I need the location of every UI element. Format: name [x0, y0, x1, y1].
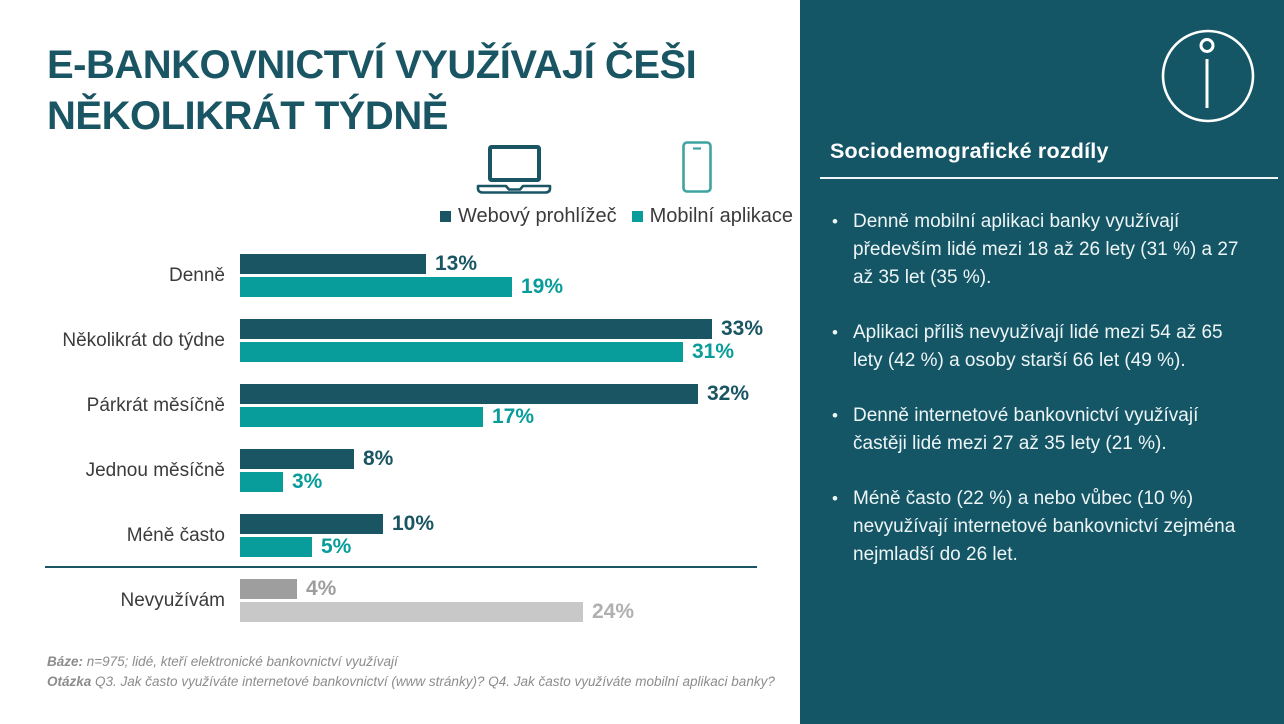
laptop-icon: [476, 145, 552, 200]
page-title: E-BANKOVNICTVÍ VYUŽÍVAJÍ ČEŠI NĚKOLIKRÁT…: [47, 43, 697, 138]
footnote-question-label: Otázka: [47, 674, 92, 689]
category-label: Denně: [169, 264, 225, 286]
bullet-marker: •: [832, 323, 838, 342]
bar-chart: Denně 13% 19% Několikrát do týdne 33% 31% Párk…: [45, 252, 764, 623]
category-label: Párkrát měsíčně: [86, 394, 225, 416]
bullet-text: Denně mobilní aplikaci banky využívají p…: [853, 211, 1239, 288]
sidebar-bullet-item: • Aplikaci příliš nevyužívají lidé mezi 5…: [830, 319, 1246, 375]
info-circle-logo-icon: [1160, 28, 1256, 129]
footnote-question-line: Otázka Q3. Jak často využíváte interneto…: [47, 672, 787, 692]
bar-mobile: [240, 472, 283, 492]
bar-mobile: [240, 602, 583, 622]
bullet-marker: •: [832, 212, 838, 231]
bar-web: [240, 514, 383, 534]
category-label: Nevyužívám: [120, 589, 225, 611]
bullet-marker: •: [832, 406, 838, 425]
category-label: Méně často: [126, 524, 225, 546]
bar-value-label: 8%: [363, 447, 394, 470]
sidebar-bullet-item: • Denně internetové bankovnictví využívaj…: [830, 402, 1246, 458]
sidebar-heading: Sociodemografické rozdíly: [830, 139, 1109, 163]
bar-value-label: 32%: [707, 382, 750, 405]
bar-value-label: 13%: [435, 252, 478, 275]
bar-mobile: [240, 537, 312, 557]
chart-divider-line: [45, 566, 757, 568]
sidebar-bullet-list: • Denně mobilní aplikaci banky využívají …: [830, 208, 1246, 596]
bar-web: [240, 384, 698, 404]
legend-label-web: Webový prohlížeč: [458, 205, 617, 227]
bar-value-label: 33%: [721, 317, 764, 340]
footnote-base-label: Báze:: [47, 654, 84, 669]
bar-value-label: 24%: [592, 600, 635, 623]
category-label: Několikrát do týdne: [62, 329, 225, 351]
bullet-marker: •: [832, 489, 838, 508]
bar-mobile: [240, 407, 483, 427]
bar-web: [240, 319, 712, 339]
bullet-text: Aplikaci příliš nevyužívají lidé mezi 54…: [853, 322, 1223, 371]
sidebar-panel: Sociodemografické rozdíly • Denně mobilní…: [800, 0, 1284, 724]
footnote-base-line: Báze: n=975; lidé, kteří elektronické ba…: [47, 652, 787, 672]
legend-item-web: Webový prohlížeč: [440, 205, 617, 228]
sidebar-divider-line: [820, 177, 1278, 179]
legend-swatch-web: [440, 211, 451, 222]
bar-web: [240, 254, 426, 274]
bar-value-label: 10%: [392, 512, 435, 535]
bar-web: [240, 449, 354, 469]
footnote-question-text: Q3. Jak často využíváte internetové bank…: [91, 674, 775, 689]
bullet-text: Méně často (22 %) a nebo vůbec (10 %) ne…: [853, 488, 1236, 565]
sidebar-bullet-item: • Denně mobilní aplikaci banky využívají …: [830, 208, 1246, 292]
sidebar-bullet-item: • Méně často (22 %) a nebo vůbec (10 %) n…: [830, 485, 1246, 569]
legend-item-mobile: Mobilní aplikace: [631, 205, 794, 228]
footnote-base-text: n=975; lidé, kteří elektronické bankovni…: [83, 654, 398, 669]
bar-mobile: [240, 277, 512, 297]
bar-value-label: 5%: [321, 535, 352, 558]
footnote: Báze: n=975; lidé, kteří elektronické ba…: [47, 652, 787, 692]
bar-mobile: [240, 342, 683, 362]
bar-value-label: 19%: [521, 275, 564, 298]
bar-value-label: 17%: [492, 405, 535, 428]
smartphone-icon: [682, 141, 712, 198]
category-label: Jednou měsíčně: [85, 459, 225, 481]
bar-value-label: 31%: [692, 340, 735, 363]
legend-label-mobile: Mobilní aplikace: [649, 205, 794, 227]
bullet-text: Denně internetové bankovnictví využívají…: [853, 405, 1199, 454]
bar-value-label: 4%: [306, 577, 337, 600]
legend-swatch-mobile: [631, 211, 643, 222]
bar-value-label: 3%: [292, 470, 323, 493]
bar-web: [240, 579, 297, 599]
chart-legend: Webový prohlížeč Mobilní aplikace: [440, 205, 793, 228]
